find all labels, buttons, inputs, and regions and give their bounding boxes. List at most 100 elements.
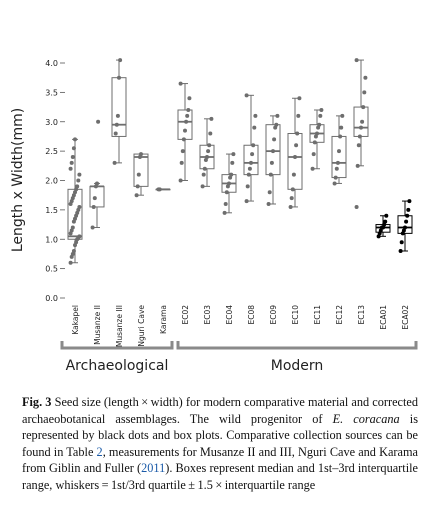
caption: Fig. 3 Seed size (length × width) for mo… <box>22 394 418 494</box>
data-point <box>246 172 251 177</box>
data-point <box>184 119 189 124</box>
data-point <box>181 137 186 142</box>
caption-italic: E. coracana <box>332 411 400 426</box>
data-point <box>311 152 316 157</box>
data-point <box>227 181 231 186</box>
x-tick-label: EC11 <box>313 305 322 325</box>
data-point <box>187 96 192 101</box>
data-point <box>247 166 252 171</box>
data-point <box>399 240 404 245</box>
data-point <box>267 190 272 195</box>
data-point <box>115 113 120 118</box>
data-point <box>206 149 211 154</box>
data-point <box>70 225 75 230</box>
data-point <box>293 155 297 159</box>
data-point <box>68 260 73 265</box>
caption-text: Seed size (length × width) for modern co… <box>22 395 419 426</box>
data-point <box>112 160 117 165</box>
data-point <box>333 175 338 180</box>
caption-link[interactable]: 2011 <box>141 461 166 476</box>
data-point <box>224 190 229 195</box>
data-point <box>95 181 99 186</box>
x-tick-label: EC09 <box>269 305 278 325</box>
x-tick-label: EC08 <box>247 305 256 325</box>
box <box>397 215 413 234</box>
chart: Length x Width(mm) 0.0 0.5 1.0 1.5 2.0 2.5 3.0… <box>10 58 418 374</box>
data-point <box>185 113 190 118</box>
caption-link[interactable]: 2 <box>96 444 103 459</box>
data-point <box>275 113 280 118</box>
y-tick-label: 1.0 <box>45 235 58 244</box>
box <box>177 109 193 140</box>
data-point <box>201 172 206 177</box>
data-point <box>92 196 97 201</box>
data-point <box>202 166 207 171</box>
x-tick-label: EC13 <box>357 305 366 325</box>
data-point <box>207 143 212 148</box>
data-point <box>296 113 301 118</box>
data-point <box>290 187 295 192</box>
data-point <box>157 187 162 192</box>
data-point <box>90 225 95 230</box>
group-bracket <box>176 341 418 350</box>
data-point <box>404 219 409 224</box>
y-tick-label: 3.0 <box>45 118 58 127</box>
data-point <box>75 184 80 189</box>
data-point <box>186 108 191 112</box>
data-point <box>245 184 250 189</box>
data-point <box>178 178 183 183</box>
y-tick-label: 0.5 <box>45 265 58 274</box>
x-tick-label: EC12 <box>335 305 344 325</box>
data-point <box>70 155 75 159</box>
x-tick-label: Karama <box>159 305 168 334</box>
data-point <box>77 172 82 177</box>
y-axis-label: Length x Width(mm) <box>10 108 26 252</box>
data-point <box>113 131 118 136</box>
data-point <box>229 172 234 177</box>
data-point <box>180 149 185 154</box>
data-point <box>253 113 258 118</box>
data-point <box>271 149 275 154</box>
data-point <box>405 213 410 218</box>
data-point <box>360 119 365 124</box>
data-point <box>135 184 140 189</box>
x-tick-label: ECA01 <box>379 305 388 330</box>
data-point <box>269 160 274 165</box>
data-point <box>73 137 77 142</box>
x-tick-label: EC03 <box>203 305 212 325</box>
data-point <box>334 166 339 171</box>
data-point <box>69 160 74 165</box>
data-point <box>183 128 187 133</box>
data-point <box>250 152 255 157</box>
y-tick-label: 1.5 <box>45 206 58 215</box>
x-tick-label: Musanze II <box>93 305 102 345</box>
data-point <box>339 125 344 130</box>
data-point <box>291 172 296 177</box>
data-point <box>77 234 82 239</box>
data-point <box>222 210 227 215</box>
x-tick-label: Musanze III <box>115 305 124 347</box>
box <box>133 153 149 187</box>
y-tick-label: 2.5 <box>45 147 58 156</box>
data-point <box>249 160 253 165</box>
data-point <box>406 207 411 212</box>
data-point <box>230 160 235 165</box>
data-point <box>315 131 319 136</box>
data-point <box>209 116 214 121</box>
data-point <box>335 160 340 165</box>
caption-text: , measurements for Musanze II and III, N… <box>22 444 418 476</box>
data-point <box>223 202 228 206</box>
data-point <box>403 225 407 230</box>
data-point <box>136 172 141 177</box>
data-point <box>337 149 341 154</box>
data-point <box>332 181 337 186</box>
data-point <box>178 81 183 86</box>
data-point <box>312 140 317 145</box>
data-point <box>294 143 299 148</box>
y-tick-label: 0.0 <box>45 294 58 303</box>
data-point <box>383 219 388 224</box>
data-point <box>231 152 236 157</box>
data-point <box>117 75 121 80</box>
data-point <box>297 96 302 101</box>
